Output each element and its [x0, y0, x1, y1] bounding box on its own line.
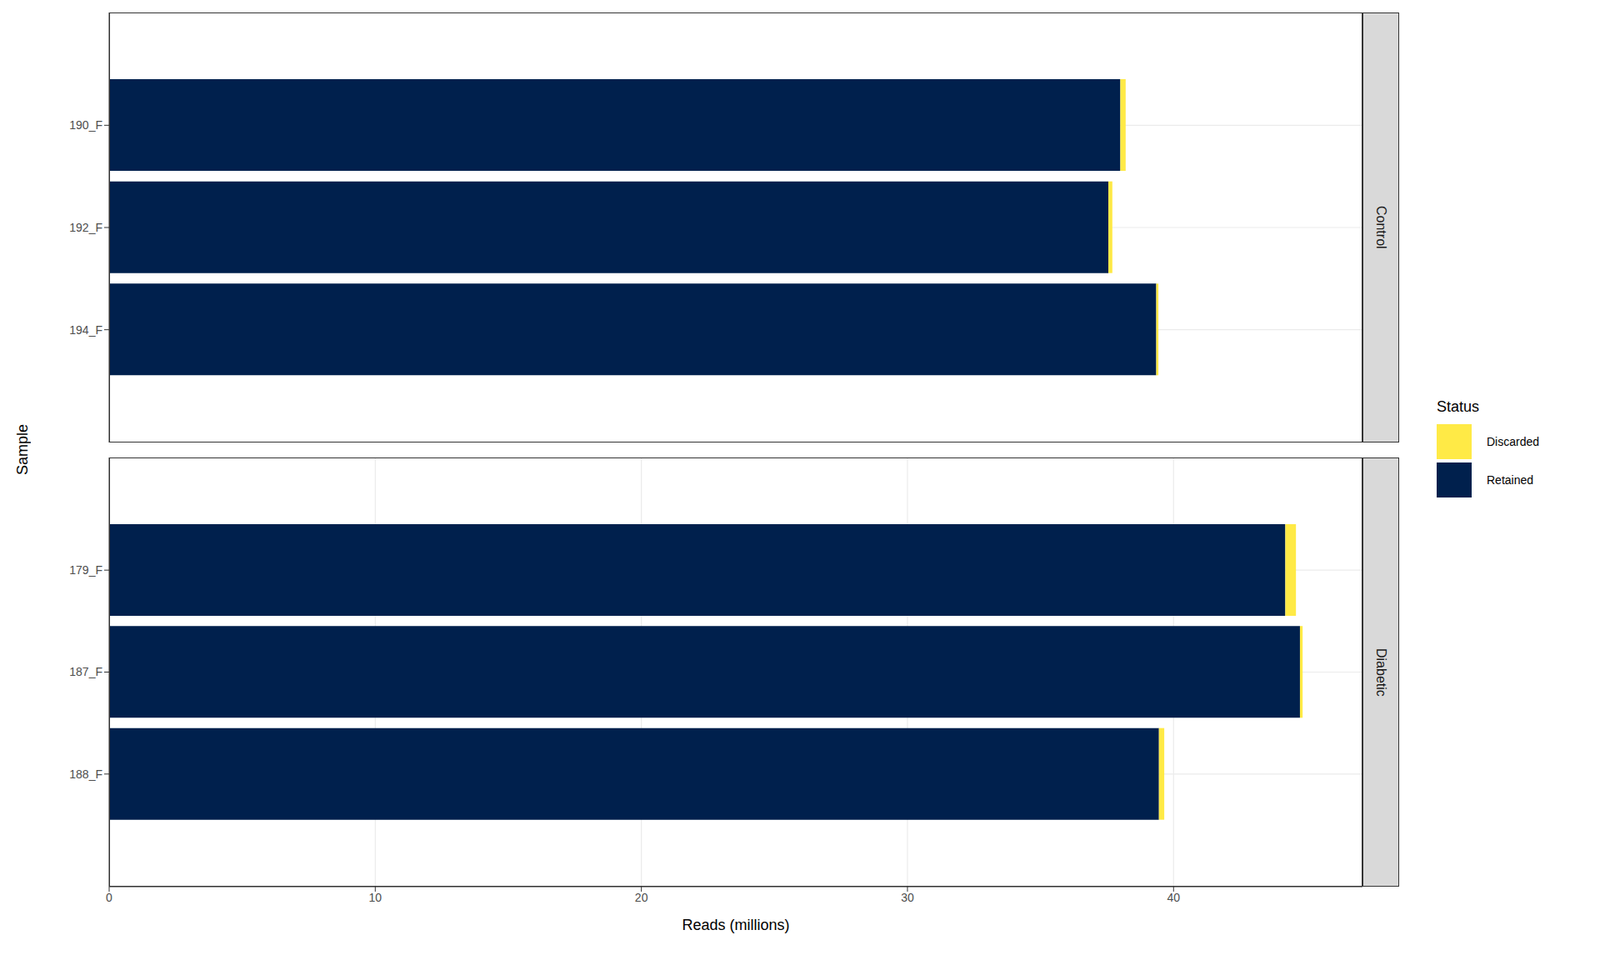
html-text:Retained: Retained: [1486, 473, 1534, 487]
svg-text:194_F: 194_F: [69, 323, 103, 337]
html-text:Sample: Sample: [13, 424, 31, 475]
html-text:Reads (millions): Reads (millions): [682, 916, 790, 934]
html-text:Discarded: Discarded: [1486, 435, 1540, 449]
svg-text:188_F: 188_F: [69, 767, 103, 781]
svg-text:179_F: 179_F: [69, 563, 103, 577]
svg-text:187_F: 187_F: [69, 665, 103, 679]
svg-text:30: 30: [900, 890, 915, 905]
html-text:Status: Status: [1436, 398, 1480, 415]
svg-text:10: 10: [369, 890, 383, 905]
svg-text:40: 40: [1166, 890, 1180, 905]
svg-text:190_F: 190_F: [69, 118, 103, 132]
html-text:Control: Control: [1374, 206, 1389, 249]
svg-text:20: 20: [635, 890, 649, 905]
svg-text:0: 0: [105, 890, 113, 905]
html-text:Diabetic: Diabetic: [1374, 648, 1389, 697]
svg-text:192_F: 192_F: [69, 220, 103, 235]
